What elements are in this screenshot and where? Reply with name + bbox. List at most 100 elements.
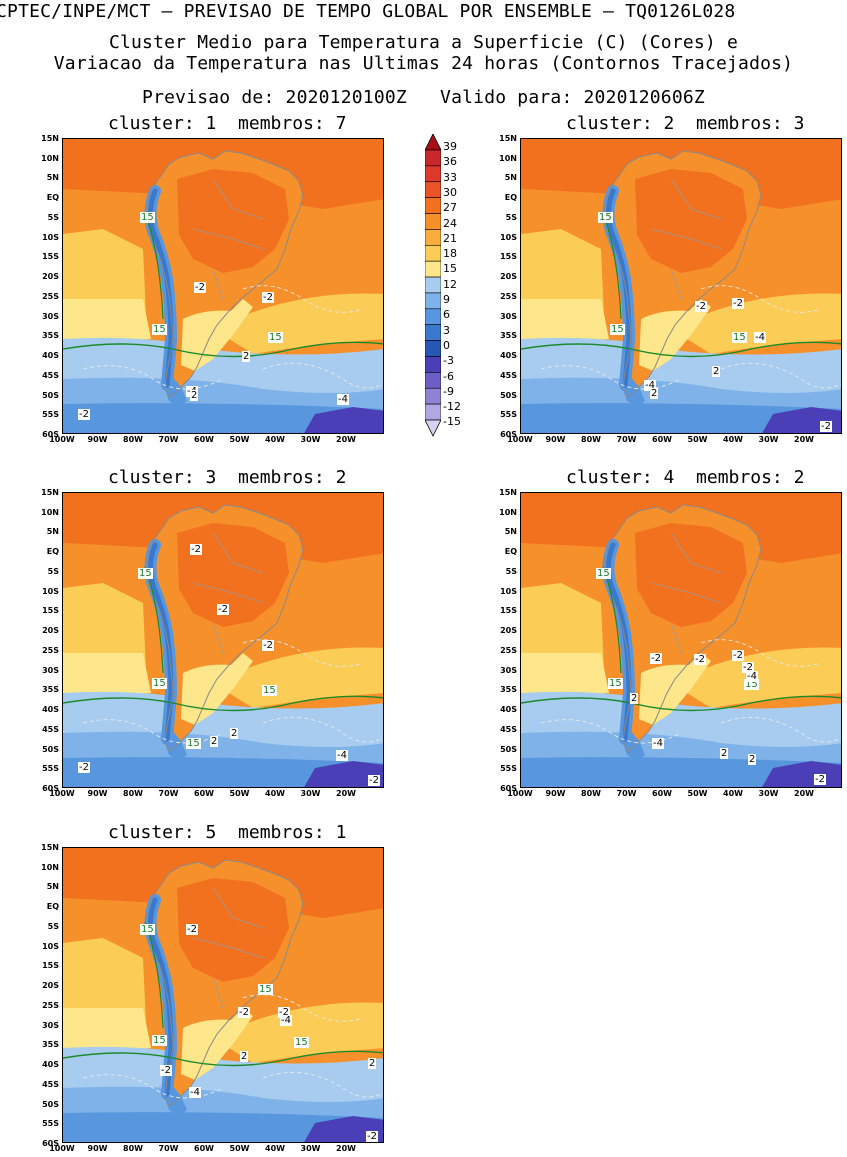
lat-tick-label: 25S	[42, 1000, 59, 1010]
lat-tick-label: 35S	[42, 331, 59, 341]
lat-tick-label: 50S	[500, 744, 517, 754]
lat-tick-label: 10S	[500, 586, 517, 596]
lat-tick-label: 10S	[42, 232, 59, 242]
lon-tick-label: 70W	[616, 789, 637, 798]
contour-label-15: 15	[596, 568, 611, 579]
lon-tick-label: 20W	[794, 789, 814, 798]
lat-tick-label: 20S	[42, 981, 59, 991]
anomaly-label: -4	[189, 1087, 201, 1098]
anomaly-contour-2	[700, 285, 822, 313]
anomaly-label: 2	[230, 728, 239, 739]
lon-tick-label: 90W	[87, 1144, 108, 1153]
temperature-field	[63, 848, 383, 1142]
anomaly-label: 2	[712, 366, 721, 377]
lat-tick-label: 5N	[46, 173, 59, 183]
lat-tick-label: 10S	[500, 232, 517, 242]
temperature-field	[63, 139, 383, 433]
lat-tick-label: 35S	[500, 331, 517, 341]
band-antarctic	[304, 761, 383, 787]
anomaly-label: -2	[650, 653, 662, 664]
colorbar-tick-label: 24	[443, 216, 457, 230]
lon-tick-label: 40W	[723, 789, 743, 798]
contour-15c-south	[63, 695, 383, 712]
colorbar-tick-label: -6	[443, 369, 454, 383]
colorbar-arrow-top	[425, 134, 441, 151]
colorbar-tick-label: -12	[443, 400, 461, 414]
anomaly-label: 2	[240, 1051, 249, 1062]
contour-label-15: 15	[294, 1037, 309, 1048]
lon-tick-label: 40W	[265, 435, 285, 444]
lat-tick-label: 40S	[42, 1060, 59, 1070]
lon-tick-label: 90W	[87, 789, 108, 798]
anomaly-contour-3	[262, 362, 383, 389]
lat-tick-label: EQ	[46, 902, 59, 912]
lon-tick-label: 100W	[49, 1144, 75, 1153]
lat-tick-label: 45S	[500, 724, 517, 734]
band-polar-2	[63, 757, 383, 787]
band-pacific-cooler	[521, 653, 609, 698]
anomaly-contour-3	[262, 716, 383, 743]
lon-tick-label: 60W	[652, 435, 672, 444]
lon-tick-label: 40W	[723, 435, 743, 444]
lat-tick-label: 25S	[500, 645, 517, 655]
anomaly-contour-2	[242, 285, 364, 313]
lon-tick-label: 80W	[581, 435, 601, 444]
colorbar-tick-label: -3	[443, 354, 454, 368]
lat-tick-label: 10N	[41, 153, 59, 163]
lon-tick-label: 50W	[687, 789, 708, 798]
anomaly-label: -2	[238, 1007, 250, 1018]
anomaly-label: 2	[242, 351, 251, 362]
header-line-2: Cluster Medio para Temperatura a Superfi…	[108, 32, 739, 53]
temperature-field	[521, 493, 841, 787]
lat-tick-label: 10N	[41, 507, 59, 517]
lon-tick-label: 20W	[336, 435, 356, 444]
anomaly-label: 2	[210, 736, 219, 747]
contour-label-15: 15	[152, 1035, 167, 1046]
amazon-hot-region	[635, 169, 747, 273]
colorbar-swatch	[425, 229, 441, 246]
contour-label-15: 15	[152, 324, 167, 335]
lon-tick-label: 70W	[158, 789, 179, 798]
anomaly-label: 2	[720, 748, 729, 759]
band-atlantic-mid	[213, 647, 383, 708]
lat-tick-label: 55S	[500, 410, 517, 420]
colorbar-tick-label: 6	[443, 308, 450, 322]
map-panel-c5	[62, 847, 384, 1143]
contour-label-15: 15	[744, 679, 759, 690]
pampas-cool-region	[639, 653, 711, 725]
colorbar-swatch	[425, 356, 441, 373]
colorbar-swatch	[425, 340, 441, 357]
lat-tick-label: 55S	[500, 764, 517, 774]
lat-tick-label: 35S	[42, 1040, 59, 1050]
band-polar-2	[521, 403, 841, 433]
lat-tick-label: 10S	[42, 941, 59, 951]
coastline	[144, 504, 304, 752]
header-forecast-dates: Previsao de: 2020120100Z Valido para: 20…	[142, 87, 705, 108]
colorbar-tick-label: 33	[443, 170, 457, 184]
country-borders	[192, 178, 264, 300]
band-pacific-cooler	[63, 1008, 151, 1053]
country-borders	[192, 887, 264, 1009]
colorbar-tick-label: -9	[443, 384, 454, 398]
lon-tick-label: 60W	[194, 789, 214, 798]
colorbar-swatch	[425, 181, 441, 198]
lat-tick-label: 5S	[505, 212, 517, 222]
anomaly-label: 2	[368, 1058, 377, 1069]
lat-tick-label: 50S	[42, 390, 59, 400]
contour-label-15: 15	[262, 685, 277, 696]
colorbar-tick-label: 27	[443, 201, 457, 215]
band-pacific-cooler	[63, 653, 151, 698]
anomaly-label: -2	[368, 775, 380, 786]
colorbar-swatch	[425, 197, 441, 214]
anomaly-label: -2	[695, 301, 707, 312]
band-antarctic	[304, 1116, 383, 1142]
colorbar-tick-label: 21	[443, 231, 457, 245]
lat-tick-label: 5N	[46, 527, 59, 537]
anomaly-label: -2	[78, 409, 90, 420]
colorbar-swatch	[425, 165, 441, 183]
lon-tick-label: 100W	[507, 789, 533, 798]
colorbar-swatch	[425, 387, 441, 405]
lat-tick-label: 30S	[42, 665, 59, 675]
lat-tick-label: EQ	[504, 547, 517, 557]
colorbar-tick-label: 3	[443, 323, 450, 337]
